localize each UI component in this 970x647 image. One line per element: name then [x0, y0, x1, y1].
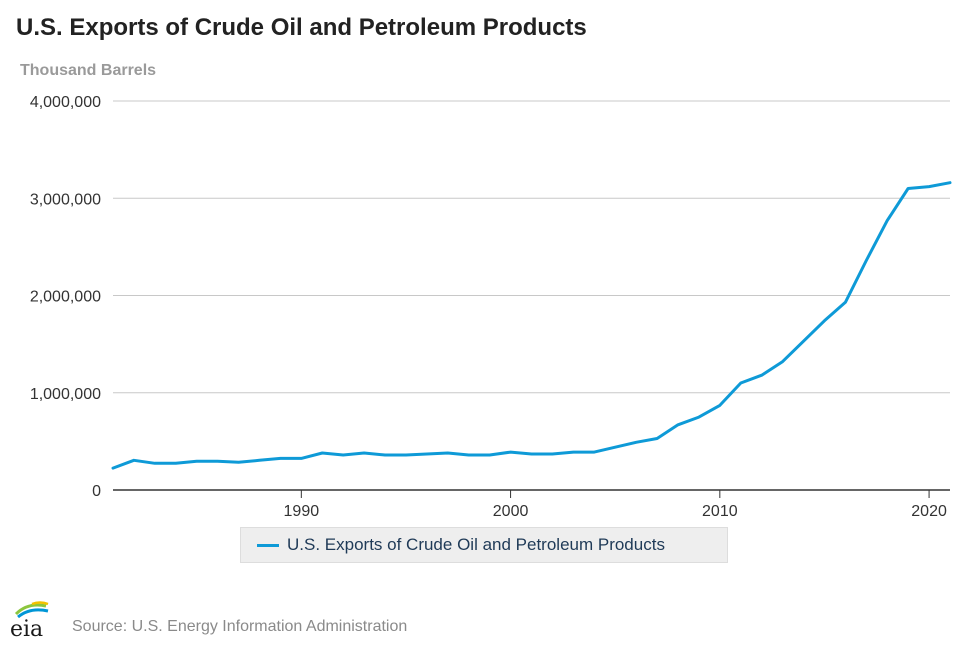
legend-swatch — [257, 543, 279, 547]
data-point[interactable] — [360, 449, 368, 457]
x-tick-label: 1990 — [284, 503, 320, 520]
data-point[interactable] — [151, 459, 159, 467]
gridlines — [113, 100, 950, 394]
axes: 0 1,000,000 2,000,000 3,000,000 4,000,000 199… — [30, 94, 950, 520]
data-point[interactable] — [130, 456, 138, 464]
data-point[interactable] — [109, 464, 117, 472]
data-point[interactable] — [507, 448, 515, 456]
data-point[interactable] — [611, 443, 619, 451]
data-point[interactable] — [297, 454, 305, 462]
logo-swoosh-green — [14, 603, 47, 616]
data-point[interactable] — [590, 448, 598, 456]
x-tick-label: 2010 — [702, 503, 738, 520]
legend[interactable]: U.S. Exports of Crude Oil and Petroleum … — [240, 527, 728, 563]
data-point[interactable] — [214, 457, 222, 465]
data-point[interactable] — [486, 451, 494, 459]
data-point[interactable] — [381, 451, 389, 459]
data-point[interactable] — [632, 438, 640, 446]
data-point[interactable] — [256, 456, 264, 464]
y-tick-label: 3,000,000 — [30, 191, 101, 208]
y-tick-label: 1,000,000 — [30, 386, 101, 403]
series-line[interactable] — [111, 181, 952, 470]
data-point[interactable] — [172, 459, 180, 467]
data-point[interactable] — [716, 401, 724, 409]
logo-swoosh-blue — [17, 608, 49, 619]
series-layer — [109, 179, 954, 472]
data-point[interactable] — [925, 183, 933, 191]
data-point[interactable] — [674, 421, 682, 429]
data-point[interactable] — [548, 450, 556, 458]
data-point[interactable] — [276, 454, 284, 462]
data-point[interactable] — [946, 179, 954, 187]
data-point[interactable] — [318, 449, 326, 457]
data-point[interactable] — [779, 358, 787, 366]
data-point[interactable] — [465, 451, 473, 459]
line-chart: 0 1,000,000 2,000,000 3,000,000 4,000,000 199… — [30, 94, 954, 520]
data-point[interactable] — [862, 257, 870, 265]
data-point[interactable] — [653, 435, 661, 443]
data-point[interactable] — [339, 451, 347, 459]
data-point[interactable] — [695, 413, 703, 421]
data-point[interactable] — [569, 448, 577, 456]
y-axis-units-label: Thousand Barrels — [20, 62, 157, 79]
y-tick-label: 2,000,000 — [30, 289, 101, 306]
legend-label: U.S. Exports of Crude Oil and Petroleum … — [287, 535, 665, 554]
logo-text: eia — [10, 617, 43, 640]
source-note: Source: U.S. Energy Information Administ… — [72, 618, 408, 635]
x-tick-label: 2000 — [493, 503, 529, 520]
data-point[interactable] — [800, 337, 808, 345]
data-point[interactable] — [193, 457, 201, 465]
data-point[interactable] — [402, 451, 410, 459]
x-tick-label: 2020 — [911, 503, 947, 520]
chart-title: U.S. Exports of Crude Oil and Petroleum … — [16, 14, 587, 41]
data-point[interactable] — [841, 298, 849, 306]
data-point[interactable] — [423, 450, 431, 458]
data-point[interactable] — [737, 379, 745, 387]
data-point[interactable] — [820, 317, 828, 325]
data-point[interactable] — [883, 217, 891, 225]
data-point[interactable] — [904, 185, 912, 193]
data-point[interactable] — [528, 450, 536, 458]
logo-swoosh-yellow — [31, 601, 49, 606]
eia-logo: eia — [10, 601, 49, 640]
data-point[interactable] — [444, 449, 452, 457]
data-point[interactable] — [758, 371, 766, 379]
y-tick-label: 4,000,000 — [30, 94, 101, 111]
y-tick-label: 0 — [92, 483, 101, 500]
data-point[interactable] — [235, 458, 243, 466]
